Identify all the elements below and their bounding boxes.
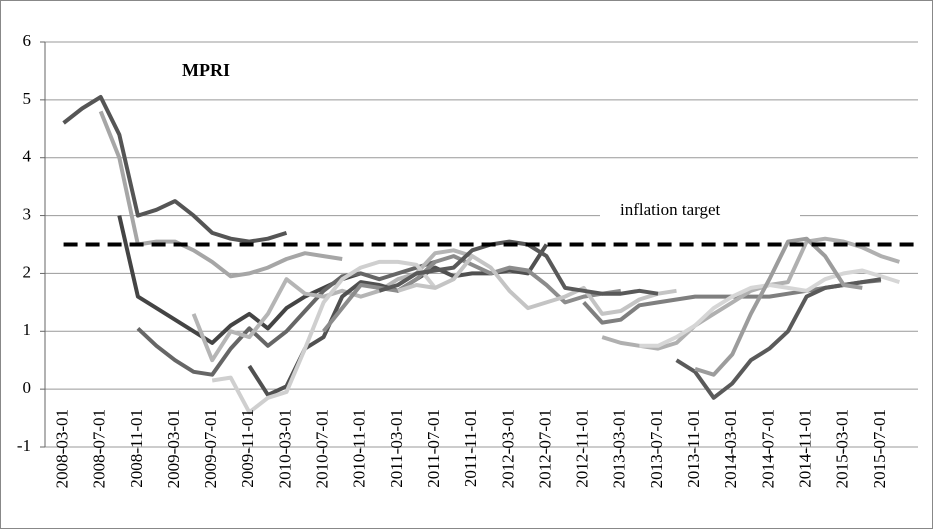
x-tick-label: 2011-07-01 — [424, 409, 443, 488]
x-tick-label: 2014-03-01 — [721, 409, 740, 488]
y-tick-label: 0 — [23, 378, 32, 397]
y-tick-label: 2 — [23, 262, 32, 281]
series-line — [397, 254, 677, 316]
y-tick-label: 6 — [23, 31, 32, 50]
x-tick-label: 2013-07-01 — [647, 409, 666, 488]
x-tick-label: 2015-07-01 — [870, 409, 889, 488]
series-line — [378, 239, 659, 296]
x-tick-label: 2010-11-01 — [350, 409, 369, 488]
x-tick-label: 2011-03-01 — [387, 409, 406, 488]
x-tick-label: 2008-03-01 — [52, 409, 71, 488]
label-backdrop — [600, 196, 800, 226]
chart-title: MPRI — [182, 60, 230, 80]
x-tick-label: 2012-03-01 — [498, 409, 517, 488]
x-tick-label: 2011-11-01 — [461, 409, 480, 487]
x-tick-label: 2015-03-01 — [833, 409, 852, 488]
x-tick-label: 2012-07-01 — [535, 409, 554, 488]
series-line — [117, 215, 362, 345]
x-tick-label: 2009-11-01 — [238, 409, 257, 488]
x-tick-label: 2014-11-01 — [795, 409, 814, 488]
x-tick-label: 2010-03-01 — [275, 409, 294, 488]
x-tick-label: 2014-07-01 — [758, 409, 777, 488]
axes: -1 0 1 2 3 4 5 6 2008-03-01 2008-07-01 2008-11-01 2… — [17, 31, 889, 488]
x-tick-label: 2009-03-01 — [164, 409, 183, 488]
series-line — [136, 259, 436, 377]
series-line — [62, 95, 288, 244]
series-line — [322, 254, 622, 333]
x-tick-label: 2013-11-01 — [684, 409, 703, 488]
y-tick-label: 5 — [23, 89, 32, 108]
x-tick-label: 2010-07-01 — [313, 409, 332, 488]
series-line — [639, 268, 900, 348]
y-tick-label: 3 — [23, 204, 32, 223]
x-tick-label: 2013-03-01 — [610, 409, 629, 488]
x-tick-label: 2012-11-01 — [573, 409, 592, 488]
y-tick-label: -1 — [17, 436, 31, 455]
series-line — [211, 259, 437, 415]
x-tick-label: 2008-07-01 — [90, 409, 109, 488]
x-tick-label: 2009-07-01 — [201, 409, 220, 488]
series-line — [694, 236, 863, 377]
target-label: inflation target — [620, 200, 721, 219]
y-tick-label: 4 — [23, 147, 32, 166]
lines — [62, 95, 918, 415]
y-tick-label: 1 — [23, 320, 32, 339]
x-tick-label: 2008-11-01 — [127, 409, 146, 488]
